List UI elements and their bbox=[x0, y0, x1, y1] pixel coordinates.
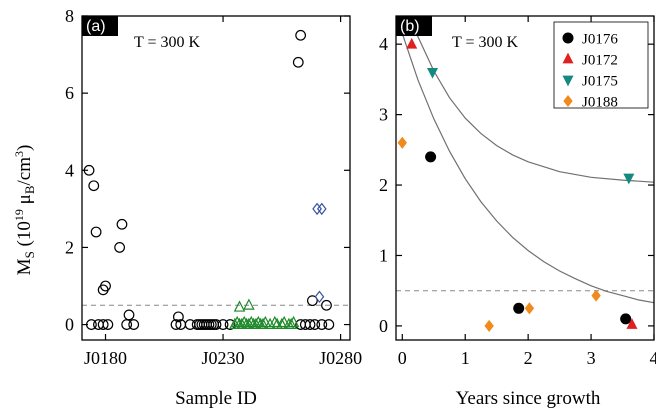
panel-b-data-point bbox=[591, 289, 601, 302]
panel-a-y-tick-label: 8 bbox=[65, 6, 74, 26]
panel-b-data-point bbox=[484, 319, 494, 332]
legend-marker bbox=[562, 52, 574, 64]
panel-a-data-point bbox=[172, 311, 184, 323]
legend-marker bbox=[562, 75, 574, 87]
panel-b-label: (b) bbox=[400, 18, 420, 35]
panel-a-data-point bbox=[224, 319, 236, 330]
panel-b-y-tick-label: 4 bbox=[379, 34, 388, 54]
panel-a-data-point bbox=[285, 317, 298, 330]
panel-a-data-point bbox=[100, 280, 111, 292]
panel-a-data-point bbox=[316, 202, 327, 216]
panel-b-frame bbox=[395, 15, 655, 341]
panel-a-data-point bbox=[128, 319, 140, 330]
panel-b-data-point bbox=[513, 302, 525, 314]
panel-a-data-point bbox=[123, 309, 135, 321]
y-axis-label: MS (1019 μB/cm3) bbox=[12, 145, 37, 276]
panel-a-data-point bbox=[90, 226, 102, 238]
panel-a-data-point bbox=[316, 319, 328, 330]
panel-a-data-point bbox=[238, 315, 250, 328]
panel-a-data-point bbox=[170, 319, 182, 330]
panel-a-data-point bbox=[304, 319, 316, 330]
panel-b-fit-curve bbox=[401, 33, 655, 304]
panel-b-x-tick-label: 2 bbox=[524, 348, 533, 368]
panel-a-data-point bbox=[88, 180, 100, 192]
legend-label: J0172 bbox=[582, 53, 618, 69]
panel-b-marks: 0 1 2 3 4 0 1 2 3 4 bbox=[379, 16, 656, 368]
panel-a-marks: 0 2 4 6 8 J0180 J0230 J0280 bbox=[65, 6, 362, 368]
panel-b-data-point bbox=[406, 37, 418, 49]
panel-a-data-point bbox=[321, 299, 332, 311]
legend-marker bbox=[563, 94, 573, 108]
panel-a-label: (a) bbox=[86, 18, 106, 35]
panel-a-data-point bbox=[309, 319, 321, 330]
legend-marker bbox=[562, 32, 574, 44]
panel-b-y-tick-label: 3 bbox=[379, 105, 388, 125]
panel-b-x-tick-label: 1 bbox=[461, 348, 470, 368]
panel-a-y-tick-label: 4 bbox=[65, 160, 74, 180]
panel-a-data-point bbox=[245, 315, 258, 328]
panel-a-data-point bbox=[276, 317, 288, 330]
legend-items: J0176 J0172 J0175 J0188 bbox=[562, 32, 618, 111]
panel-a-x-tick-label: J0230 bbox=[202, 348, 245, 368]
panel-a-annotation: T = 300 K bbox=[134, 34, 201, 51]
panel-a-data-point bbox=[233, 300, 246, 312]
panel-b-data-point bbox=[397, 136, 407, 149]
panel-a-data-point bbox=[116, 218, 128, 230]
panel-a-data-point bbox=[306, 295, 318, 307]
panel-b-y-tick-label: 0 bbox=[379, 316, 388, 336]
panel-a-data-point bbox=[268, 315, 281, 328]
panel-a-data-point bbox=[114, 242, 126, 253]
panel-b-annotation: T = 300 K bbox=[452, 34, 519, 51]
panel-b-x-axis-label: Years since growth bbox=[456, 388, 601, 409]
panel-a-label-box bbox=[82, 16, 118, 36]
panel-b-label-box bbox=[396, 16, 432, 36]
panel-a-data-point bbox=[314, 290, 325, 304]
panel-b-y-tick-label: 1 bbox=[379, 245, 388, 265]
panel-a-data-point bbox=[83, 164, 95, 176]
panel-b-x-tick-label: 0 bbox=[398, 348, 407, 368]
panel-a-data-point bbox=[259, 315, 272, 328]
panel-a-data-point bbox=[278, 315, 290, 328]
panel-b-data-point bbox=[626, 318, 638, 329]
legend-label: J0175 bbox=[582, 74, 618, 90]
legend-label: J0176 bbox=[582, 32, 618, 48]
legend: J0176 J0172 J0175 J0188 bbox=[553, 21, 649, 111]
panel-b-x-tick-label: 3 bbox=[587, 348, 596, 368]
panel-b-data-point bbox=[623, 173, 635, 185]
panel-a-data-point bbox=[323, 319, 335, 330]
legend-label: J0188 bbox=[582, 95, 618, 111]
panel-b: 0 1 2 3 4 0 1 2 3 4 (b) T = 300 K Years since gro… bbox=[379, 15, 656, 409]
panel-a-x-tick-label: J0180 bbox=[84, 348, 127, 368]
panel-a-data-point bbox=[295, 29, 307, 41]
panel-a-data-point bbox=[264, 317, 276, 330]
panel-a-data-point bbox=[86, 319, 97, 330]
panel-a-data-point bbox=[97, 319, 109, 330]
panel-a-data-point bbox=[252, 315, 265, 328]
panel-b-x-tick-label: 4 bbox=[650, 348, 656, 368]
panel-a-data-point bbox=[257, 317, 269, 330]
panel-b-y-tick-label: 2 bbox=[379, 175, 388, 195]
panel-b-data-point bbox=[620, 313, 632, 325]
panel-a-x-axis-label: Sample ID bbox=[175, 388, 257, 409]
panel-b-data-point bbox=[425, 151, 437, 163]
panel-a-data-point bbox=[217, 319, 229, 330]
panel-a-data-point bbox=[287, 315, 300, 328]
panel-a-data-point bbox=[102, 319, 114, 330]
panel-b-data-point bbox=[426, 67, 438, 79]
panel-a-data-point bbox=[292, 56, 304, 68]
panel-a-x-tick-label: J0280 bbox=[319, 348, 362, 368]
panel-a-y-tick-label: 2 bbox=[65, 237, 74, 257]
panel-a-y-tick-label: 0 bbox=[65, 315, 74, 335]
panel-a-data-point bbox=[210, 319, 222, 330]
panel-b-fit-curve bbox=[414, 29, 655, 183]
panel-a-data-point bbox=[231, 315, 243, 328]
panel-a: 0 2 4 6 8 J0180 J0230 J0280 (a) T = 300 K Sampl… bbox=[65, 6, 362, 409]
panel-a-frame bbox=[81, 15, 351, 341]
panel-a-data-point bbox=[121, 319, 133, 330]
panel-b-data-point bbox=[524, 302, 535, 315]
panel-a-y-tick-label: 6 bbox=[65, 83, 74, 103]
panel-a-data-point bbox=[243, 298, 255, 310]
